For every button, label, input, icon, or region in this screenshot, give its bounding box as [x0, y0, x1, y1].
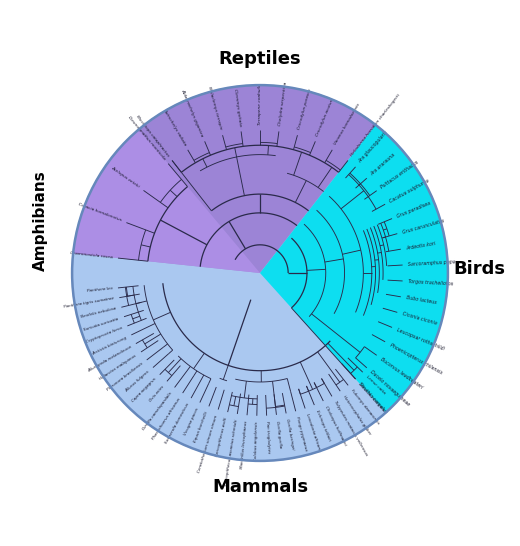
Text: Astrochelys radiata: Astrochelys radiata — [162, 108, 187, 146]
Wedge shape — [73, 129, 260, 273]
Text: Mammals: Mammals — [212, 478, 308, 496]
Text: Torgos tracheliotos: Torgos tracheliotos — [408, 279, 453, 286]
Text: Bucorvus leadbeateri: Bucorvus leadbeateri — [380, 357, 424, 390]
Text: Birds: Birds — [454, 260, 506, 278]
Text: Ceratotherium simum simum: Ceratotherium simum simum — [197, 414, 218, 473]
Text: Coracia homalonotus: Coracia homalonotus — [77, 203, 122, 222]
Text: Heloderma horridum charlesbogerti: Heloderma horridum charlesbogerti — [350, 93, 401, 157]
Text: Cercopithecus ascanius schmidti: Cercopithecus ascanius schmidti — [224, 419, 238, 486]
Text: Leucopsar rothschildi: Leucopsar rothschildi — [396, 327, 445, 351]
Text: Desmognathus monticola: Desmognathus monticola — [127, 115, 166, 161]
Text: Malaclemys terrapin: Malaclemys terrapin — [207, 86, 223, 130]
Text: Terrapene coahuila: Terrapene coahuila — [258, 83, 262, 124]
Text: Cercopithecus wolfi: Cercopithecus wolfi — [215, 417, 228, 457]
Text: Clemmys guttata: Clemmys guttata — [233, 88, 242, 126]
Text: Arctictis binturong: Arctictis binturong — [91, 336, 127, 355]
Text: Vicugna pacos: Vicugna pacos — [183, 407, 199, 436]
Text: Heterocephalus glaber: Heterocephalus glaber — [342, 395, 371, 436]
Text: Loxodonta africana: Loxodonta africana — [305, 413, 321, 452]
Text: Pteronura brasiliensis: Pteronura brasiliensis — [106, 362, 144, 392]
Circle shape — [72, 85, 448, 461]
Text: Equus burchellii: Equus burchellii — [193, 411, 209, 443]
Text: Cacatua sulphurea: Cacatua sulphurea — [389, 178, 431, 204]
Text: Aldabrachelys gigantea: Aldabrachelys gigantea — [181, 88, 204, 137]
Text: Phoenicopterus chilensis: Phoenicopterus chilensis — [389, 342, 443, 375]
Text: Chelydra serpentina: Chelydra serpentina — [278, 82, 288, 126]
Text: Phacochoerus africanus: Phacochoerus africanus — [151, 397, 181, 440]
Text: Ara ararauna: Ara ararauna — [369, 152, 396, 176]
Text: Helarctos malayanus: Helarctos malayanus — [99, 353, 137, 381]
Text: Tolypeutes matacus vellerosus: Tolypeutes matacus vellerosus — [333, 400, 368, 457]
Text: Amphibians: Amphibians — [33, 170, 48, 271]
Text: Grammostola rosea: Grammostola rosea — [70, 251, 112, 259]
Wedge shape — [73, 85, 375, 273]
Text: Echinops telfairi: Echinops telfairi — [315, 410, 331, 442]
Wedge shape — [260, 125, 448, 413]
Text: Sarcoramphus papa: Sarcoramphus papa — [408, 259, 456, 267]
Text: Panthera leo: Panthera leo — [86, 287, 112, 293]
Text: Struthio camelus: Struthio camelus — [357, 382, 388, 415]
Text: Giraffa camelopardalis: Giraffa camelopardalis — [142, 391, 173, 431]
Text: Neofelis nebulosa: Neofelis nebulosa — [80, 307, 116, 319]
Text: Crocodylus acutus: Crocodylus acutus — [316, 99, 335, 137]
Text: Cryptoprocta ferox: Cryptoprocta ferox — [85, 326, 123, 345]
Text: Varanus komodoensis: Varanus komodoensis — [333, 103, 361, 146]
Text: Lemur catta: Lemur catta — [366, 375, 386, 395]
Text: Varecia variegata: Varecia variegata — [358, 382, 385, 411]
Text: Psittacus erithacus: Psittacus erithacus — [380, 159, 420, 189]
Text: Sus scrofa domesticus: Sus scrofa domesticus — [164, 402, 190, 444]
Text: Fukomys damarensis: Fukomys damarensis — [350, 389, 380, 425]
Text: Mandrillus leucophaeus: Mandrillus leucophaeus — [240, 420, 249, 469]
Text: Dacelo novaeguineae: Dacelo novaeguineae — [369, 370, 411, 407]
Text: Grus paradisea: Grus paradisea — [396, 200, 432, 219]
Text: Reptiles: Reptiles — [219, 50, 301, 68]
Text: Ailurus fulgens: Ailurus fulgens — [124, 370, 150, 393]
Text: Ara glaucogularis: Ara glaucogularis — [357, 130, 389, 164]
Text: Crocodylus porosus: Crocodylus porosus — [297, 88, 312, 130]
Text: Ciconia ciconia: Ciconia ciconia — [402, 312, 438, 326]
Text: Choloepus hoffmanni: Choloepus hoffmanni — [324, 405, 347, 446]
Text: Ovis aries: Ovis aries — [149, 384, 165, 402]
Text: Pan troglodytes: Pan troglodytes — [265, 421, 270, 454]
Text: Ardeotis kori: Ardeotis kori — [406, 241, 437, 251]
Text: Atelopus zeteki: Atelopus zeteki — [110, 166, 140, 189]
Text: Colobus angolensis: Colobus angolensis — [254, 422, 259, 461]
Text: Gorilla beringei: Gorilla beringei — [285, 419, 295, 450]
Text: Suricata suricatta: Suricata suricatta — [83, 317, 119, 331]
Text: Bubo lacteus: Bubo lacteus — [406, 295, 437, 305]
Text: Capra aegagrus: Capra aegagrus — [132, 377, 157, 403]
Text: Panthera tigris sumatrae: Panthera tigris sumatrae — [63, 296, 114, 310]
Text: Gorilla gorilla: Gorilla gorilla — [275, 420, 282, 448]
Text: Grus carunculatus: Grus carunculatus — [402, 218, 445, 234]
Text: Mecistops cataphractus: Mecistops cataphractus — [135, 114, 170, 157]
Text: Ailuropoda melanoleuca: Ailuropoda melanoleuca — [87, 345, 132, 373]
Text: Pongo pygmaeus: Pongo pygmaeus — [295, 416, 308, 452]
